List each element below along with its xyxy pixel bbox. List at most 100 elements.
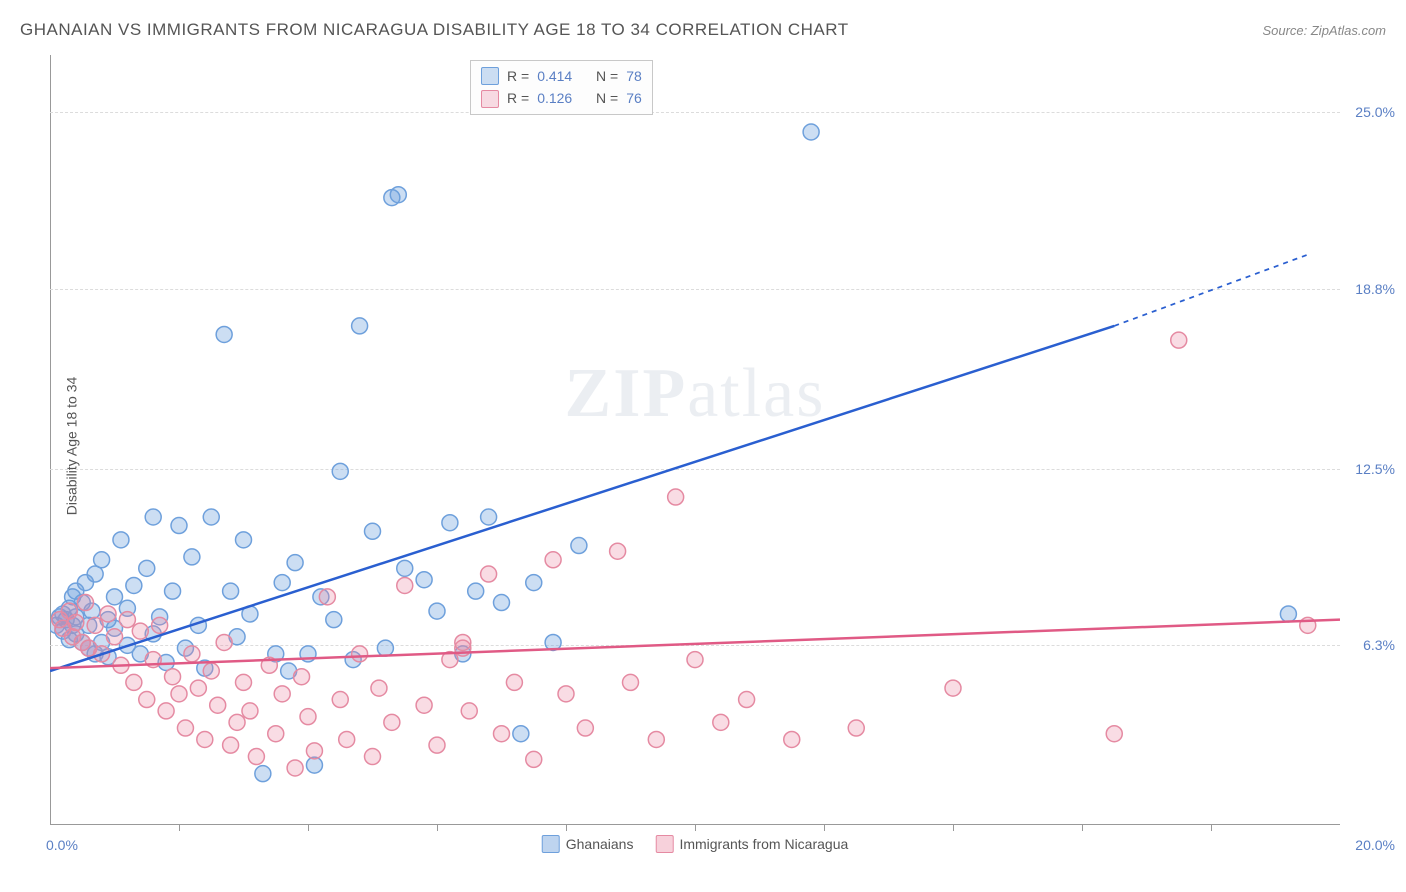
data-point [416, 697, 432, 713]
data-point [242, 703, 258, 719]
r-label: R = [507, 87, 529, 109]
data-point [158, 703, 174, 719]
y-tick-label: 18.8% [1355, 281, 1395, 297]
data-point [68, 615, 84, 631]
data-point [945, 680, 961, 696]
legend-swatch [655, 835, 673, 853]
data-point [397, 560, 413, 576]
y-tick-label: 12.5% [1355, 461, 1395, 477]
data-point [139, 692, 155, 708]
legend-swatch [542, 835, 560, 853]
data-point [558, 686, 574, 702]
x-axis-min-label: 0.0% [46, 837, 78, 853]
data-point [152, 617, 168, 633]
data-point [248, 749, 264, 765]
scatter-chart: 6.3%12.5%18.8%25.0% ZIPatlas R =0.414 N … [50, 55, 1340, 825]
data-point [352, 646, 368, 662]
data-point [139, 560, 155, 576]
data-point [100, 606, 116, 622]
data-point [332, 692, 348, 708]
r-value: 0.126 [537, 87, 572, 109]
data-point [87, 617, 103, 633]
data-point [319, 589, 335, 605]
x-tick [566, 825, 567, 831]
data-point [668, 489, 684, 505]
data-point [713, 714, 729, 730]
source-attribution: Source: ZipAtlas.com [1262, 23, 1386, 38]
data-point [236, 532, 252, 548]
data-point [190, 680, 206, 696]
data-point [429, 603, 445, 619]
series-legend: Ghanaians Immigrants from Nicaragua [542, 835, 849, 853]
data-point [94, 552, 110, 568]
data-point [429, 737, 445, 753]
data-point [481, 509, 497, 525]
data-point [481, 566, 497, 582]
data-point [339, 731, 355, 747]
data-point [287, 760, 303, 776]
data-point [126, 674, 142, 690]
trend-line-extrapolation [1114, 255, 1308, 326]
data-point [197, 731, 213, 747]
data-point [1280, 606, 1296, 622]
data-point [384, 714, 400, 730]
legend-label: Ghanaians [566, 836, 634, 852]
data-point [494, 595, 510, 611]
data-point [229, 714, 245, 730]
r-value: 0.414 [537, 65, 572, 87]
x-tick [179, 825, 180, 831]
data-point [416, 572, 432, 588]
data-point [113, 532, 129, 548]
legend-swatch [481, 90, 499, 108]
legend-row: R =0.126 N =76 [481, 87, 642, 109]
data-point [287, 555, 303, 571]
data-point [294, 669, 310, 685]
x-tick [1211, 825, 1212, 831]
n-label: N = [596, 65, 618, 87]
data-point [377, 640, 393, 656]
data-point [455, 634, 471, 650]
data-point [203, 663, 219, 679]
legend-swatch [481, 67, 499, 85]
data-point [545, 552, 561, 568]
data-point [216, 326, 232, 342]
data-point [365, 749, 381, 765]
data-point [784, 731, 800, 747]
data-point [506, 674, 522, 690]
data-point [610, 543, 626, 559]
data-point [184, 549, 200, 565]
data-point [365, 523, 381, 539]
legend-label: Immigrants from Nicaragua [679, 836, 848, 852]
data-point [223, 583, 239, 599]
data-point [442, 515, 458, 531]
x-axis-max-label: 20.0% [1355, 837, 1395, 853]
legend-item: Ghanaians [542, 835, 634, 853]
data-point [107, 589, 123, 605]
x-tick [695, 825, 696, 831]
data-point [255, 766, 271, 782]
y-tick-label: 6.3% [1363, 637, 1395, 653]
data-point [132, 623, 148, 639]
data-point [177, 720, 193, 736]
data-point [184, 646, 200, 662]
x-tick [308, 825, 309, 831]
data-point [623, 674, 639, 690]
data-point [274, 686, 290, 702]
n-value: 78 [626, 65, 642, 87]
x-tick [953, 825, 954, 831]
data-point [848, 720, 864, 736]
data-point [126, 577, 142, 593]
data-point [171, 686, 187, 702]
x-tick [1082, 825, 1083, 831]
x-tick [437, 825, 438, 831]
data-point [390, 187, 406, 203]
data-point [306, 743, 322, 759]
correlation-legend: R =0.414 N =78R =0.126 N =76 [470, 60, 653, 115]
data-point [300, 709, 316, 725]
data-point [468, 583, 484, 599]
data-point [223, 737, 239, 753]
data-point [1171, 332, 1187, 348]
legend-item: Immigrants from Nicaragua [655, 835, 848, 853]
data-point [739, 692, 755, 708]
data-point [332, 463, 348, 479]
